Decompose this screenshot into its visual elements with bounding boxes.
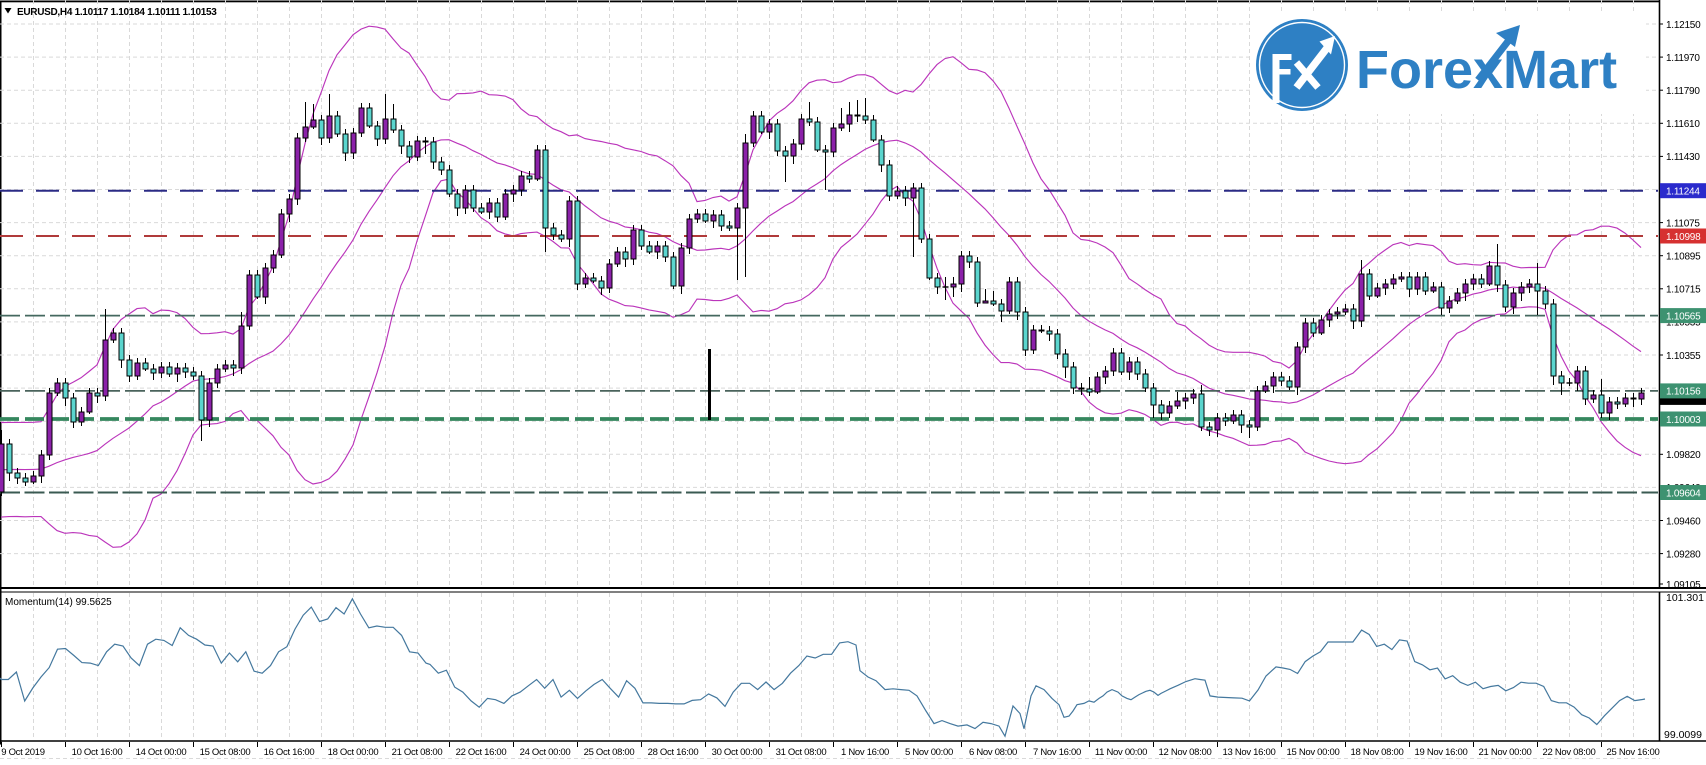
svg-text:22 Oct 16:00: 22 Oct 16:00	[456, 747, 507, 758]
svg-text:15 Nov 00:00: 15 Nov 00:00	[1287, 747, 1340, 758]
svg-text:22 Nov 08:00: 22 Nov 08:00	[1543, 747, 1596, 758]
svg-text:1.09604: 1.09604	[1666, 488, 1701, 499]
svg-text:Momentum(14) 99.5625: Momentum(14) 99.5625	[5, 597, 112, 608]
svg-text:11 Nov 00:00: 11 Nov 00:00	[1095, 747, 1147, 758]
svg-text:9 Oct 2019: 9 Oct 2019	[1, 747, 44, 758]
svg-text:28 Oct 16:00: 28 Oct 16:00	[648, 747, 699, 758]
svg-text:99.0099: 99.0099	[1664, 729, 1702, 741]
svg-text:1.10003: 1.10003	[1666, 415, 1701, 426]
svg-text:1.11790: 1.11790	[1666, 86, 1700, 97]
svg-text:1.11430: 1.11430	[1666, 152, 1700, 163]
svg-text:12 Nov 08:00: 12 Nov 08:00	[1159, 747, 1212, 758]
svg-text:1.10715: 1.10715	[1666, 285, 1701, 296]
svg-text:5 Nov 00:00: 5 Nov 00:00	[905, 747, 953, 758]
svg-text:19 Nov 16:00: 19 Nov 16:00	[1415, 747, 1468, 758]
svg-text:EURUSD,H4 1.10117 1.10184 1.1: EURUSD,H4 1.10117 1.10184 1.10111 1.1015…	[17, 7, 217, 18]
svg-text:25 Nov 16:00: 25 Nov 16:00	[1607, 747, 1660, 758]
svg-text:21 Oct 08:00: 21 Oct 08:00	[392, 747, 443, 758]
svg-text:1.12150: 1.12150	[1666, 20, 1701, 31]
svg-text:1.10535: 1.10535	[1666, 318, 1701, 329]
svg-text:21 Nov 00:00: 21 Nov 00:00	[1479, 747, 1532, 758]
svg-text:15 Oct 08:00: 15 Oct 08:00	[200, 747, 251, 758]
svg-text:1.10998: 1.10998	[1666, 232, 1701, 243]
svg-text:1.10895: 1.10895	[1666, 252, 1701, 263]
svg-text:1.11970: 1.11970	[1666, 53, 1700, 64]
svg-text:6 Nov 08:00: 6 Nov 08:00	[969, 747, 1017, 758]
svg-text:18 Oct 00:00: 18 Oct 00:00	[328, 747, 379, 758]
svg-text:1.11610: 1.11610	[1666, 119, 1700, 130]
svg-text:1.11075: 1.11075	[1666, 218, 1700, 229]
svg-text:13 Nov 16:00: 13 Nov 16:00	[1223, 747, 1276, 758]
svg-text:25 Oct 08:00: 25 Oct 08:00	[584, 747, 635, 758]
svg-text:18 Nov 08:00: 18 Nov 08:00	[1351, 747, 1404, 758]
svg-text:1.10355: 1.10355	[1666, 351, 1701, 362]
svg-text:30 Oct 00:00: 30 Oct 00:00	[712, 747, 763, 758]
svg-text:31 Oct 08:00: 31 Oct 08:00	[776, 747, 827, 758]
svg-text:101.301: 101.301	[1666, 592, 1704, 604]
svg-text:1.11244: 1.11244	[1666, 187, 1700, 198]
svg-text:16 Oct 16:00: 16 Oct 16:00	[264, 747, 315, 758]
svg-text:7 Nov 16:00: 7 Nov 16:00	[1033, 747, 1081, 758]
svg-text:1.10156: 1.10156	[1666, 387, 1701, 398]
svg-text:1 Nov 16:00: 1 Nov 16:00	[841, 747, 889, 758]
svg-text:1.09105: 1.09105	[1666, 580, 1701, 591]
svg-text:1.09460: 1.09460	[1666, 516, 1701, 527]
svg-text:1.10565: 1.10565	[1666, 311, 1701, 322]
svg-text:14 Oct 00:00: 14 Oct 00:00	[136, 747, 187, 758]
svg-text:1.09820: 1.09820	[1666, 450, 1701, 461]
svg-text:10 Oct 16:00: 10 Oct 16:00	[72, 747, 123, 758]
svg-text:24 Oct 00:00: 24 Oct 00:00	[520, 747, 571, 758]
svg-text:1.09280: 1.09280	[1666, 549, 1701, 560]
